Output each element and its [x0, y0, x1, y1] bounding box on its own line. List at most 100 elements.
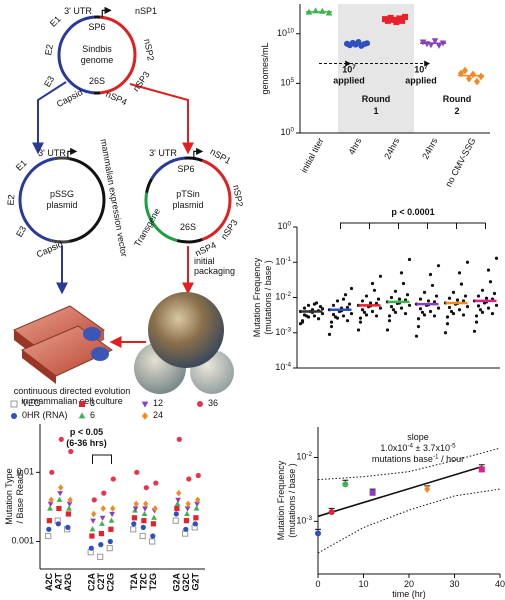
plasmid-arc: [18, 157, 55, 243]
x-tick-label: C2T: [96, 573, 106, 591]
plasmid-arc: [201, 159, 232, 241]
marker: [466, 74, 472, 83]
marker: [378, 274, 383, 278]
gene-label: 3' UTR: [149, 148, 177, 158]
marker: [176, 489, 182, 497]
marker: [480, 288, 485, 292]
plasmid-arc: [54, 156, 70, 161]
y-axis-label: Mutation Type: [4, 468, 14, 524]
marker: [56, 505, 62, 512]
marker: [327, 332, 332, 336]
marker: [478, 72, 484, 81]
x-tick-label: T2G: [148, 573, 158, 591]
marker: [184, 506, 191, 512]
y-tick-label: 10-3: [275, 326, 291, 337]
y-tick-label: 10-2: [296, 451, 312, 462]
annotation: 2: [454, 106, 459, 116]
gene-label: 26S: [180, 222, 196, 232]
arrow: [32, 81, 67, 155]
marker: [183, 526, 189, 532]
marker: [143, 485, 149, 491]
fit-line: [317, 465, 483, 518]
marker: [370, 281, 375, 286]
marker: [402, 13, 408, 20]
marker: [152, 505, 158, 512]
marker: [185, 500, 191, 508]
marker: [66, 501, 73, 507]
legend-marker: [78, 412, 86, 419]
marker: [360, 299, 365, 303]
legend-marker: [141, 401, 149, 408]
marker: [175, 497, 181, 503]
marker: [407, 257, 412, 262]
marker: [474, 77, 480, 86]
marker: [347, 302, 352, 306]
marker: [370, 309, 375, 314]
virion: [148, 292, 224, 368]
gene-label: nSP1: [208, 147, 232, 167]
marker: [428, 309, 433, 314]
marker: [426, 299, 431, 303]
marker: [184, 510, 190, 517]
marker: [57, 491, 63, 497]
marker: [431, 38, 439, 45]
marker: [89, 526, 96, 532]
marker: [378, 306, 383, 310]
annotation: p < 0.0001: [391, 207, 434, 217]
marker: [329, 320, 334, 324]
y-axis-label: / Base Reads: [15, 469, 25, 524]
marker: [318, 305, 323, 309]
x-axis-label: time (hr): [392, 589, 426, 599]
marker: [486, 306, 491, 310]
marker: [358, 320, 363, 324]
marker: [306, 315, 311, 319]
annotation: mutations base-1 / hour: [372, 453, 464, 464]
marker: [490, 311, 495, 316]
marker: [474, 314, 479, 318]
marker: [470, 70, 476, 79]
marker: [407, 303, 412, 307]
marker: [88, 545, 94, 551]
confidence-band: [317, 488, 501, 554]
marker: [494, 256, 499, 260]
annotation: Round: [362, 94, 391, 104]
gene-label: nSP3: [219, 218, 240, 242]
marker: [369, 489, 376, 496]
marker: [91, 510, 97, 518]
marker: [478, 466, 485, 473]
annotation: 1: [373, 106, 378, 116]
marker: [46, 518, 52, 524]
y-axis-label: Mutation Frequency: [276, 460, 286, 540]
arrow: [129, 83, 194, 155]
gene-label: SP6: [177, 164, 194, 174]
annotation: applied: [405, 76, 437, 86]
marker: [345, 305, 350, 310]
marker: [49, 469, 55, 475]
marker: [316, 317, 321, 321]
marker: [443, 331, 448, 335]
marker: [328, 509, 335, 516]
marker: [389, 305, 394, 309]
marker: [172, 517, 179, 524]
gene-label: nSP4: [104, 89, 128, 107]
y-tick-label: 105: [280, 77, 294, 88]
marker: [368, 301, 373, 305]
caption: in mammalian cell culture: [21, 396, 123, 406]
promoter-arrow: [67, 147, 78, 159]
marker: [342, 481, 349, 488]
marker: [420, 310, 425, 314]
marker: [99, 520, 105, 526]
marker: [89, 533, 95, 539]
shaded-region: [338, 4, 414, 133]
marker: [476, 294, 481, 298]
plasmid-arc: [150, 156, 185, 180]
x-tick-label: 20: [404, 579, 414, 589]
plasmid-name: plasmid: [172, 200, 203, 210]
marker: [108, 517, 115, 523]
y-axis-label: (mutations / base ): [263, 260, 273, 335]
marker: [360, 308, 365, 312]
marker: [364, 294, 369, 298]
y-tick-label: 1010: [277, 27, 295, 38]
x-tick-label: 24hrs: [420, 136, 440, 161]
marker: [150, 533, 156, 539]
